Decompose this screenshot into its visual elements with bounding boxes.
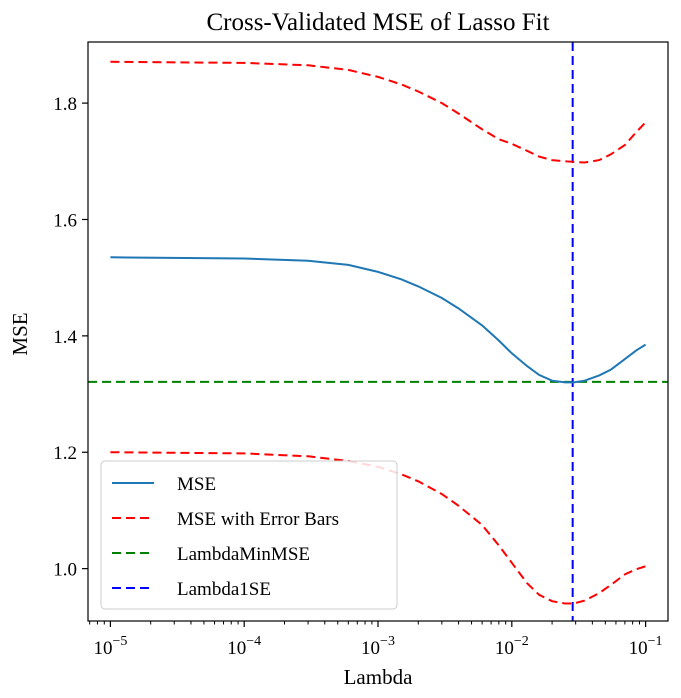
x-tick-label-4: 10−1 (629, 634, 663, 659)
x-tick-label-3: 10−2 (495, 634, 529, 659)
y-axis-ticks: 1.0 1.2 1.4 1.6 1.8 (53, 94, 88, 581)
x-tick-label-2: 10−3 (361, 634, 395, 659)
y-tick-label-3: 1.6 (53, 210, 77, 231)
x-axis-label: Lambda (344, 665, 413, 689)
y-tick-label-4: 1.8 (53, 94, 77, 115)
series-line-1 (110, 60, 647, 164)
y-tick-label-1: 1.2 (53, 443, 77, 464)
y-axis-label: MSE (8, 312, 32, 355)
x-tick-label-1: 10−4 (227, 634, 261, 659)
legend-box (100, 460, 398, 610)
series-line-0 (110, 256, 647, 384)
y-tick-label-2: 1.4 (53, 327, 77, 348)
legend-label-0: MSE (177, 474, 216, 495)
legend-label-1: MSE with Error Bars (177, 509, 339, 530)
legend-label-3: Lambda1SE (177, 579, 271, 600)
x-tick-label-0: 10−5 (93, 634, 127, 659)
chart-title: Cross-Validated MSE of Lasso Fit (206, 9, 549, 36)
x-axis-ticks: 10−5 10−4 10−3 10−2 10−1 (89, 621, 663, 659)
legend-label-2: LambdaMinMSE (177, 544, 310, 565)
legend: MSE MSE with Error Bars LambdaMinMSE Lambda… (100, 460, 398, 610)
y-tick-label-0: 1.0 (53, 560, 77, 581)
